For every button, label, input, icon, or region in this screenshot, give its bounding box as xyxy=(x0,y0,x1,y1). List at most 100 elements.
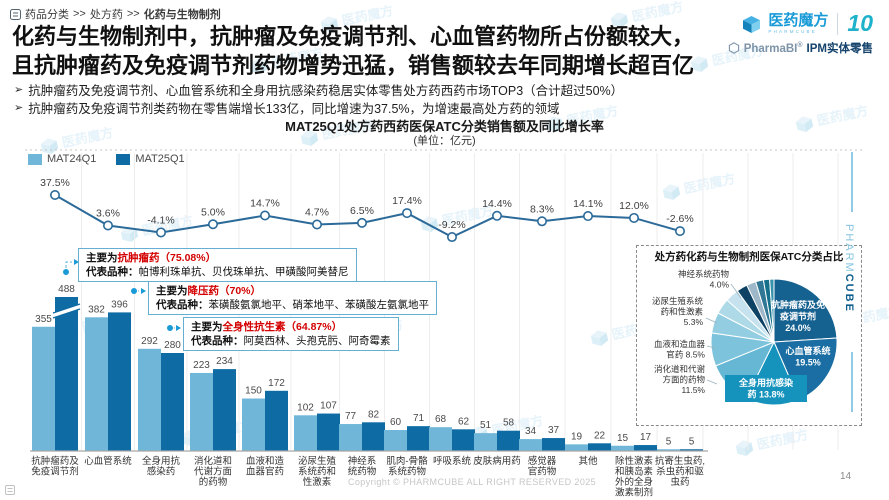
svg-text:292: 292 xyxy=(141,336,158,347)
bullet-text: 抗肿瘤药及免疫调节剂、心血管系统和全身用抗感染药稳居实体零售处方药西药市场TOP… xyxy=(28,84,624,98)
legend-swatch-mat25q1 xyxy=(116,153,131,165)
page-title-line2: 且抗肿瘤药及免疫调节剂药物增势迅猛，销售额较去年同期增长超百亿 xyxy=(12,53,695,79)
category-label: 抗肿瘤药及免疫调节剂 xyxy=(31,455,79,478)
legend-item-mat25q1[interactable]: MAT25Q1 xyxy=(116,153,185,165)
bar-mat24q1 xyxy=(474,433,497,451)
growth-line-series: 37.5% 3.6% -4.1% 5.0% 14.7% 4.7% 6.5% 17.4% -9.2… xyxy=(40,177,694,243)
side-divider xyxy=(851,352,853,412)
data-point-marker xyxy=(356,217,367,228)
bar-mat25q1 xyxy=(407,426,430,451)
category-label: 其他 xyxy=(578,455,598,467)
bar-mat25q1 xyxy=(108,312,131,451)
bar-mat25q1 xyxy=(588,443,611,451)
divider xyxy=(837,12,839,35)
breadcrumb-item-current: 化药与生物制剂 xyxy=(143,9,221,21)
svg-text:71: 71 xyxy=(413,413,425,424)
legend-label: MAT25Q1 xyxy=(135,153,185,165)
pie-label: 全身用抗感染药 13.8% xyxy=(738,377,794,400)
pie-label: 抗肿瘤药及免疫调节剂 24.0% xyxy=(771,299,825,333)
svg-text:77: 77 xyxy=(345,411,357,422)
legend-item-mat24q1[interactable]: MAT24Q1 xyxy=(28,153,96,165)
bar-mat25q1 xyxy=(497,430,520,451)
svg-text:223: 223 xyxy=(193,360,210,371)
side-divider xyxy=(851,152,853,212)
svg-text:37.5%: 37.5% xyxy=(40,177,70,189)
side-brand-pharmcube: PHARMCUBE xyxy=(843,224,855,313)
bar-mat24q1 xyxy=(138,348,161,451)
chart-title: MAT25Q1处方药西药医保ATC分类销售额及同比增长率 xyxy=(285,119,604,134)
svg-text:34: 34 xyxy=(525,426,537,437)
svg-text:37: 37 xyxy=(548,425,560,436)
page-title: 化药与生物制剂中，抗肿瘤及免疫调节剂、心血管药物所占份额较大， 且抗肿瘤药及免疫… xyxy=(12,22,742,80)
bar-mat25q1 xyxy=(680,449,703,451)
bullet-arrow-icon: ➢ xyxy=(14,84,24,96)
bar-mat25q1 xyxy=(213,369,236,451)
category-label: 全身用抗感染药 xyxy=(142,455,181,478)
bar-mat25q1 xyxy=(634,445,657,451)
category-label: 皮肤病用药 xyxy=(473,455,521,467)
category-label: 呼吸系统 xyxy=(433,455,472,467)
anniversary-10-logo: 10 xyxy=(847,10,873,36)
data-point-marker xyxy=(208,219,219,230)
bar-mat25q1 xyxy=(452,429,475,451)
atc-share-pie-chart: 抗肿瘤药及免疫调节剂 24.0% 心血管系统 19.5% 全身用抗感染药 13.8% 消化… xyxy=(652,269,838,406)
pie-label: 血液和造血器官药 8.5% xyxy=(654,339,706,360)
svg-text:3.6%: 3.6% xyxy=(96,208,120,220)
data-point-marker xyxy=(49,190,60,201)
bar-mat24q1 xyxy=(565,444,588,451)
bar-mat24q1 xyxy=(85,317,108,451)
svg-text:82: 82 xyxy=(368,409,380,420)
data-point-marker xyxy=(628,212,639,223)
bullet-item: ➢ 抗肿瘤药及免疫调节剂类药物在零售端增长133亿，同比增速为37.5%，为增速… xyxy=(14,100,623,118)
bar-mat25q1 xyxy=(542,438,565,451)
svg-text:-9.2%: -9.2% xyxy=(438,219,465,231)
bar-mat24q1 xyxy=(190,372,213,451)
svg-text:172: 172 xyxy=(268,378,285,389)
breadcrumb-separator: >> xyxy=(126,8,140,20)
bar-mat24q1 xyxy=(519,439,542,451)
bar-mat24q1 xyxy=(339,424,362,451)
svg-text:-4.1%: -4.1% xyxy=(147,214,174,226)
svg-text:396: 396 xyxy=(111,299,128,310)
svg-text:5: 5 xyxy=(666,436,672,447)
cube-logo-icon xyxy=(743,15,761,33)
bar-mat25q1 xyxy=(317,413,340,451)
svg-text:17: 17 xyxy=(640,432,652,443)
data-point-marker xyxy=(582,211,593,222)
pie-label: 泌尿生殖系统药和性激素 5.3% xyxy=(652,296,704,327)
svg-text:12.0%: 12.0% xyxy=(619,200,649,212)
svg-text:234: 234 xyxy=(216,356,233,367)
category-label: 神经系统药物 xyxy=(348,455,377,478)
pie-label: 心血管系统 19.5% xyxy=(785,345,830,368)
bullet-text: 抗肿瘤药及免疫调节剂类药物在零售端增长133亿，同比增速为37.5%，为增速最高… xyxy=(28,102,560,117)
footer-grid-icon xyxy=(5,485,15,495)
svg-text:280: 280 xyxy=(164,340,181,351)
svg-text:488: 488 xyxy=(58,284,75,295)
svg-text:6.5%: 6.5% xyxy=(350,205,374,217)
breadcrumb-item-rx[interactable]: 处方药 xyxy=(89,9,123,21)
bar-mat24q1 xyxy=(657,449,680,451)
svg-text:60: 60 xyxy=(390,417,402,428)
category-label: 泌尿生殖系统药和性激素 xyxy=(298,455,337,488)
category-label: 除性激素和胰岛素外的全身激素制剂 xyxy=(615,455,654,499)
svg-text:107: 107 xyxy=(320,401,337,412)
data-point-marker xyxy=(674,226,685,237)
data-point-marker xyxy=(446,232,457,243)
pie-title: 处方药化药与生物制剂医保ATC分类占比 xyxy=(654,251,844,263)
bar-series: 355 488 382 396 292 280 223 234 150 172 102 107 77 82… xyxy=(32,284,703,451)
category-label: 抗寄生虫药,杀虫药和驱虫药 xyxy=(655,455,705,488)
bar-mat24q1 xyxy=(611,445,634,451)
bullet-item: ➢ 抗肿瘤药及免疫调节剂、心血管系统和全身用抗感染药稳居实体零售处方药西药市场T… xyxy=(14,82,623,100)
bar-mat25q1 xyxy=(161,353,184,451)
axis-break-mark xyxy=(53,304,80,318)
svg-text:51: 51 xyxy=(480,420,492,431)
svg-text:19: 19 xyxy=(571,431,583,442)
brand-logo: 医药魔方 PHARMCUBE 10 PharmaBI® IPM实体零售 xyxy=(728,12,873,56)
bullet-arrow-icon: ➢ xyxy=(14,102,24,115)
breadcrumb-item-category[interactable]: 药品分类 xyxy=(25,9,69,21)
page-title-line1: 化药与生物制剂中，抗肿瘤及免疫调节剂、心血管药物所占份额较大， xyxy=(12,24,695,49)
svg-text:355: 355 xyxy=(35,314,52,325)
